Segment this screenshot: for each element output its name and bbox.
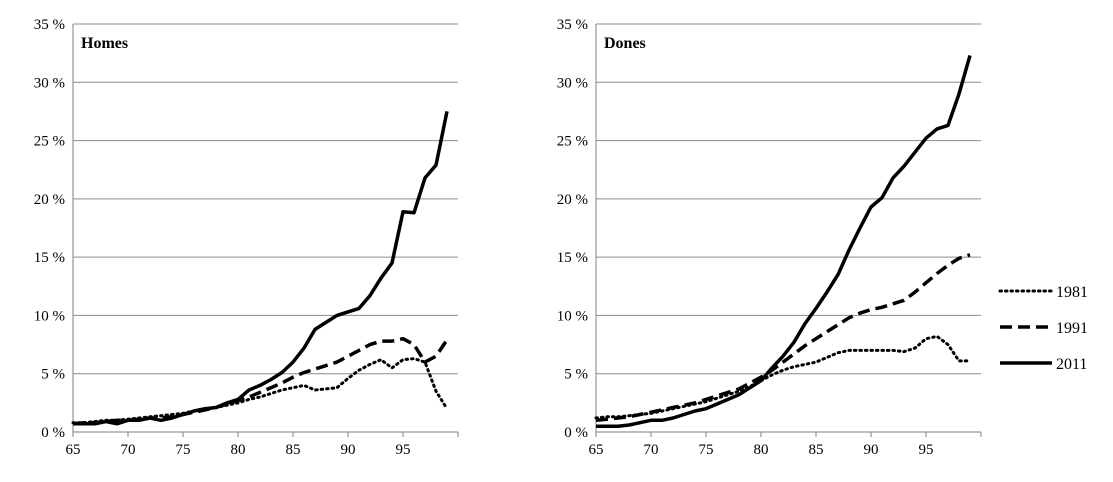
- series-line-1991: [595, 253, 971, 423]
- y-tick-label: 10 %: [34, 308, 65, 324]
- y-tick-label: 20 %: [34, 192, 65, 208]
- x-tick-label: 65: [66, 442, 81, 458]
- y-tick-label: 25 %: [34, 134, 65, 150]
- series-line-1991: [72, 336, 449, 426]
- series-line-2011: [596, 55, 972, 428]
- y-tick-label: 20 %: [557, 192, 588, 208]
- y-tick-label: 5 %: [41, 367, 65, 383]
- chart-panel-homes: 0 % 5 % 10 % 15 % 20 % 25 % 30 % 35 % 65 70 75 80 85…: [34, 17, 459, 458]
- x-tick-label: 85: [809, 442, 824, 458]
- series-line-2011: [73, 111, 449, 426]
- x-tick-label: 95: [396, 442, 411, 458]
- y-tick-label: 30 %: [557, 75, 588, 91]
- y-tick-label: 15 %: [557, 250, 588, 266]
- y-tick-label: 0 %: [564, 425, 588, 441]
- y-tick-label: 30 %: [34, 75, 65, 91]
- y-tick-label: 15 %: [34, 250, 65, 266]
- x-tick-label: 65: [589, 442, 604, 458]
- legend-label: 2011: [1056, 356, 1087, 373]
- y-tick-label: 35 %: [557, 17, 588, 33]
- y-tick-label: 0 %: [41, 425, 65, 441]
- x-tick-label: 80: [231, 442, 246, 458]
- y-tick-label: 10 %: [557, 308, 588, 324]
- y-tick-label: 35 %: [34, 17, 65, 33]
- y-tick-label: 5 %: [564, 367, 588, 383]
- panel-title: Dones: [604, 35, 646, 52]
- x-tick-label: 90: [864, 442, 879, 458]
- legend-label: 1991: [1056, 320, 1088, 337]
- x-tick-label: 70: [121, 442, 136, 458]
- y-tick-label: 25 %: [557, 134, 588, 150]
- chart-legend: 1981 1991 2011: [998, 284, 1088, 373]
- chart-panel-dones: 0 % 5 % 10 % 15 % 20 % 25 % 30 % 35 % 65 70 75 80 85…: [557, 17, 982, 458]
- x-tick-label: 85: [286, 442, 301, 458]
- x-tick-label: 75: [699, 442, 714, 458]
- legend-label: 1981: [1056, 284, 1088, 301]
- x-tick-label: 70: [644, 442, 659, 458]
- panel-title: Homes: [81, 35, 128, 52]
- x-tick-label: 75: [176, 442, 191, 458]
- series-line-1981: [594, 334, 972, 420]
- x-tick-label: 80: [754, 442, 769, 458]
- x-tick-label: 90: [341, 442, 356, 458]
- x-tick-label: 95: [919, 442, 934, 458]
